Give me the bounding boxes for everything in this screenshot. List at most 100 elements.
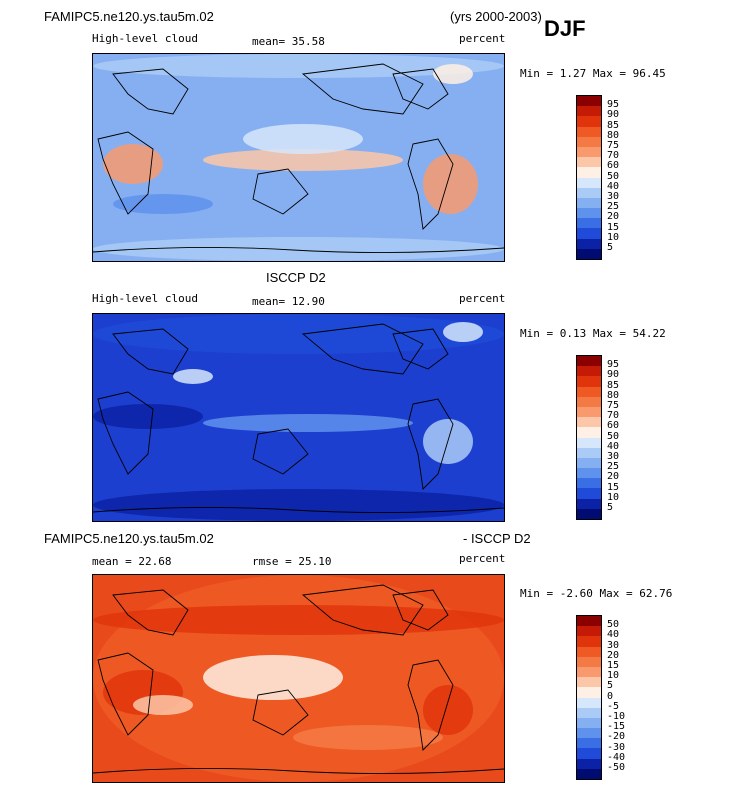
season-label: DJF: [544, 16, 586, 41]
colorbar-tick-label: 95: [607, 359, 620, 371]
colorbar-swatch: [577, 626, 601, 637]
panel3-title-right: - ISCCP D2: [463, 531, 531, 546]
colorbar-swatch: [577, 106, 601, 117]
colorbar-swatch: [577, 707, 601, 718]
colorbar-swatch: [577, 636, 601, 647]
colorbar-swatch: [577, 687, 601, 698]
colorbar-tick-label: 60: [607, 420, 620, 432]
colorbar-swatch: [577, 738, 601, 749]
colorbar-swatch: [577, 758, 601, 769]
colorbar-swatch: [577, 468, 601, 479]
colorbar-tick-label: 80: [607, 389, 620, 401]
colorbar-swatch: [577, 157, 601, 168]
colorbar-tick-label: 25: [607, 201, 620, 213]
colorbar-tick-label: 90: [607, 109, 620, 121]
colorbar-swatch: [577, 498, 601, 509]
panel3-rmse: rmse = 25.10: [252, 555, 332, 568]
colorbar-tick-label: -40: [607, 751, 626, 763]
colorbar-swatch: [577, 208, 601, 219]
colorbar-swatch: [577, 728, 601, 739]
colorbar-tick-label: 20: [607, 471, 620, 483]
colorbar-swatch: [577, 96, 601, 107]
colorbar-swatch: [577, 616, 601, 627]
colorbar-tick-label: 5: [607, 502, 614, 513]
panel3-map: [92, 574, 505, 783]
colorbar-tick-label: 15: [607, 481, 620, 493]
colorbar-tick-label: -30: [607, 741, 626, 753]
colorbar-swatch: [577, 248, 601, 259]
colorbar-tick-label: 10: [607, 491, 620, 503]
colorbar-swatch: [577, 656, 601, 667]
colorbar-tick-label: 15: [607, 221, 620, 233]
colorbar-swatch: [577, 356, 601, 367]
colorbar-swatch: [577, 146, 601, 158]
colorbar-swatch: [577, 666, 601, 678]
panel2-minmax: Min = 0.13 Max = 54.22: [520, 327, 666, 340]
colorbar-tick-label: 70: [607, 150, 620, 162]
colorbar-swatch: [577, 218, 601, 229]
colorbar-tick-label: 10: [607, 670, 620, 682]
colorbar-tick-label: 80: [607, 129, 620, 141]
colorbar-swatch: [577, 126, 601, 137]
panel3-minmax: Min = -2.60 Max = 62.76: [520, 587, 673, 600]
panel2-map: [92, 313, 505, 522]
colorbar-tick-label: 25: [607, 461, 620, 473]
panel2-mean: mean= 12.90: [252, 295, 325, 308]
colorbar-tick-label: 20: [607, 211, 620, 223]
colorbar-swatch: [577, 376, 601, 387]
panel1-map: [92, 53, 505, 262]
panel2-title: ISCCP D2: [266, 270, 326, 285]
colorbar-tick-label: -15: [607, 721, 626, 733]
panel2-colorbar: [576, 355, 602, 520]
colorbar-swatch: [577, 366, 601, 377]
panel1-mean: mean= 35.58: [252, 35, 325, 48]
colorbar-swatch: [577, 187, 601, 198]
map-field: [93, 575, 504, 782]
panel3-mean: mean = 22.68: [92, 555, 172, 568]
panel3-title-left: FAMIPC5.ne120.ys.tau5m.02: [44, 531, 214, 546]
panel1-units: percent: [459, 32, 506, 45]
colorbar-swatch: [577, 457, 601, 469]
colorbar-tick-label: 15: [607, 660, 620, 671]
colorbar-swatch: [577, 488, 601, 499]
colorbar-tick-label: -5: [607, 700, 620, 712]
colorbar-tick-label: 75: [607, 400, 620, 411]
panel1-colorbar: [576, 95, 602, 260]
colorbar-tick-label: 60: [607, 160, 620, 172]
colorbar-swatch: [577, 478, 601, 489]
panel3-colorbar: [576, 615, 602, 780]
colorbar-tick-label: 0: [607, 690, 614, 702]
colorbar-tick-label: 85: [607, 119, 620, 131]
colorbar-swatch: [577, 748, 601, 759]
colorbar-swatch: [577, 677, 601, 688]
colorbar-swatch: [577, 228, 601, 239]
colorbar-swatch: [577, 116, 601, 127]
colorbar-tick-label: 40: [607, 440, 620, 452]
map-field: [93, 314, 504, 521]
colorbar-swatch: [577, 197, 601, 209]
colorbar-tick-label: 5: [607, 680, 614, 692]
model-title: FAMIPC5.ne120.ys.tau5m.02: [44, 9, 214, 24]
colorbar-tick-label: 10: [607, 231, 620, 243]
colorbar-tick-label: 30: [607, 191, 620, 202]
colorbar-tick-label: 50: [607, 619, 620, 631]
colorbar-swatch: [577, 768, 601, 779]
colorbar-tick-label: 85: [607, 379, 620, 391]
colorbar-swatch: [577, 167, 601, 178]
colorbar-tick-label: -10: [607, 711, 626, 722]
map-field: [93, 54, 504, 261]
colorbar-tick-label: 20: [607, 649, 620, 661]
colorbar-tick-label: 30: [607, 639, 620, 651]
colorbar-swatch: [577, 427, 601, 438]
colorbar-tick-label: 90: [607, 369, 620, 381]
colorbar-tick-label: 70: [607, 410, 620, 422]
colorbar-tick-label: 30: [607, 451, 620, 462]
colorbar-tick-label: 40: [607, 629, 620, 641]
colorbar-swatch: [577, 238, 601, 249]
colorbar-tick-label: 95: [607, 99, 620, 111]
panel1-minmax: Min = 1.27 Max = 96.45: [520, 67, 666, 80]
colorbar-swatch: [577, 136, 601, 147]
colorbar-tick-label: -20: [607, 731, 626, 743]
colorbar-tick-label: -50: [607, 762, 626, 773]
colorbar-tick-label: 50: [607, 170, 620, 182]
